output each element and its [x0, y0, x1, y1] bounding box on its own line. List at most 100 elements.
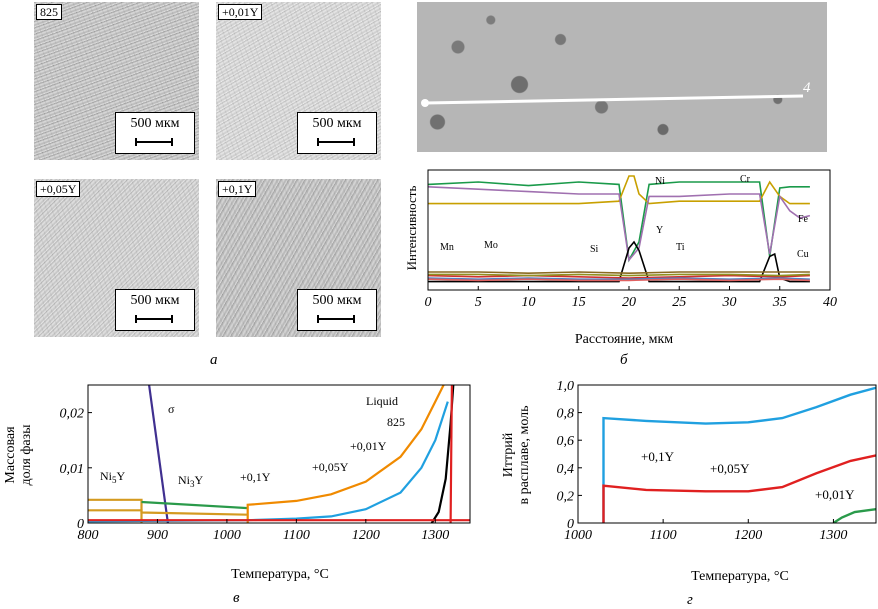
caption-g: г: [687, 592, 693, 608]
caption-b: б: [620, 352, 628, 368]
scale-bar-label: 500 мкм: [312, 116, 362, 131]
phase-x-tick-label: 1100: [283, 528, 310, 543]
scale-bar: 500 мкм: [115, 289, 195, 331]
phase-y-tick-label: 0: [77, 517, 84, 532]
scale-bar: 500 мкм: [115, 112, 195, 154]
yttrium-x-tick-label: 1200: [734, 528, 762, 543]
linescan-series-mo: [428, 271, 810, 275]
yttrium-y-axis-label-1: Иттрий: [501, 432, 516, 477]
sem-scan-marker: 4: [803, 80, 811, 96]
yttrium-x-axis-label: Температура, °C: [691, 569, 789, 584]
linescan-series-ti: [428, 273, 810, 277]
yttrium-label-01y: +0,1Y: [641, 449, 675, 464]
phase-x-tick-label: 900: [147, 528, 168, 543]
yttrium-y-tick-label: 0,6: [557, 434, 575, 449]
linescan-label-cr: Cr: [740, 174, 751, 185]
phase-label-005y: +0,05Y: [312, 460, 349, 474]
micrograph-label: +0,01Y: [218, 4, 263, 20]
linescan-frame: [427, 169, 831, 291]
scale-bar-label: 500 мкм: [130, 293, 180, 308]
phase-x-axis-label: Температура, °C: [231, 567, 329, 582]
linescan-x-axis-label: Расстояние, мкм: [575, 332, 673, 347]
phase-x-tick-label: 800: [78, 528, 99, 543]
phase-series--0-01y: [430, 385, 455, 523]
linescan-y-axis-label: Интенсивность: [404, 186, 419, 271]
linescan-x-tick-label: 40: [823, 295, 837, 310]
linescan-label-fe: Fe: [798, 214, 809, 225]
phase-frame: [87, 384, 471, 524]
phase-series--: [148, 385, 169, 523]
phase-series--0-05y: [88, 401, 449, 523]
scale-bar: 500 мкм: [297, 112, 377, 154]
yttrium-y-tick-label: 0,2: [557, 489, 575, 504]
micrograph-005y: +0,05Y 500 мкм: [34, 179, 199, 337]
linescan-x-tick-label: 10: [522, 295, 536, 310]
linescan-x-tick-label: 15: [572, 295, 586, 310]
yttrium-label-005y: +0,05Y: [710, 461, 750, 476]
scale-bar: 500 мкм: [297, 289, 377, 331]
linescan-series-y: [428, 240, 810, 283]
linescan-x-tick-label: 25: [672, 295, 686, 310]
phase-series--0-1y: [246, 385, 445, 523]
yttrium-y-axis-label-2: в расплаве, моль: [517, 405, 532, 504]
phase-y-axis-label-1: Массовая: [3, 426, 18, 484]
sem-image: 4: [417, 2, 827, 152]
yttrium-frame: [577, 384, 877, 524]
linescan-label-ni: Ni: [655, 176, 665, 187]
linescan-label-y: Y: [656, 225, 663, 236]
phase-label-liquid: Liquid: [366, 394, 398, 408]
scale-bar-label: 500 мкм: [312, 293, 362, 308]
yttrium-series--0-01y: [832, 508, 876, 523]
linescan-label-cu: Cu: [797, 249, 809, 260]
linescan-label-si: Si: [590, 244, 599, 255]
linescan-series-fe: [428, 186, 811, 262]
phase-x-tick-label: 1200: [352, 528, 380, 543]
caption-v: в: [233, 590, 240, 606]
linescan-series-cr: [428, 181, 810, 263]
micrograph-label: +0,1Y: [218, 181, 257, 197]
scale-bar-label: 500 мкм: [130, 116, 180, 131]
yttrium-y-tick-label: 1,0: [557, 379, 575, 394]
yttrium-label-001y: +0,01Y: [815, 487, 855, 502]
phase-y-tick-label: 0,02: [60, 407, 85, 422]
linescan-series-cu: [428, 278, 810, 282]
phase-label-sigma: σ: [168, 402, 175, 416]
phase-series-ni5y-thin: [88, 509, 248, 516]
linescan-label-mo: Mo: [484, 240, 498, 251]
linescan-label-mn: Mn: [440, 242, 454, 253]
linescan-x-tick-label: 20: [622, 295, 636, 310]
yttrium-x-tick-label: 1100: [650, 528, 677, 543]
phase-series-ni5y: [88, 498, 143, 523]
linescan-x-tick-label: 35: [772, 295, 787, 310]
phase-x-tick-label: 1300: [421, 528, 449, 543]
yttrium-series--0-05y: [602, 454, 876, 523]
linescan-label-ti: Ti: [676, 242, 685, 253]
phase-label-001y: +0,01Y: [350, 439, 387, 453]
micrograph-label: 825: [36, 4, 62, 20]
caption-a: а: [210, 352, 218, 368]
linescan-x-tick-label: 5: [475, 295, 482, 310]
yttrium-y-tick-label: 0,8: [557, 407, 575, 422]
linescan-x-tick-label: 0: [425, 295, 432, 310]
phase-x-tick-label: 1000: [213, 528, 241, 543]
phase-y-tick-label: 0,01: [60, 462, 85, 477]
yttrium-y-tick-label: 0,4: [557, 462, 575, 477]
phase-label-825: 825: [387, 415, 405, 429]
linescan-series-si: [428, 277, 810, 281]
linescan-series-ni: [428, 175, 810, 205]
micrograph-label: +0,05Y: [36, 181, 81, 197]
phase-y-axis-label-2: доля фазы: [19, 424, 34, 486]
micrograph-01y: +0,1Y 500 мкм: [216, 179, 381, 337]
phase-series-825: [449, 385, 453, 523]
linescan-x-tick-label: 30: [722, 295, 737, 310]
micrograph-001y: +0,01Y 500 мкм: [216, 2, 381, 160]
micrograph-825: 825 500 мкм: [34, 2, 199, 160]
phase-series-ni3y: [141, 500, 248, 510]
phase-label-ni3y: Ni3Y: [178, 473, 204, 489]
yttrium-x-tick-label: 1000: [564, 528, 592, 543]
yttrium-y-tick-label: 0: [567, 517, 574, 532]
yttrium-x-tick-label: 1300: [819, 528, 847, 543]
yttrium-series--0-1y: [602, 386, 876, 523]
phase-label-01y: +0,1Y: [240, 470, 271, 484]
phase-label-ni5y: Ni5Y: [100, 469, 126, 485]
